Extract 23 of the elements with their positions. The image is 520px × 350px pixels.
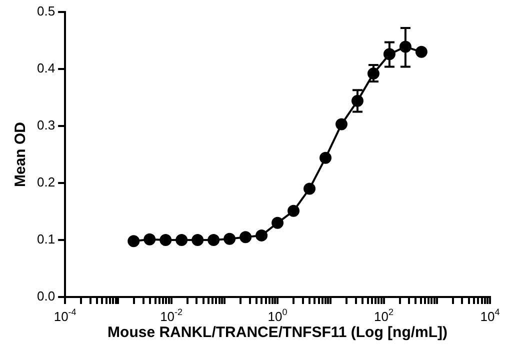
y-tick-label: 0.5 xyxy=(36,4,56,19)
y-tick-label: 0.3 xyxy=(36,118,56,133)
y-tick-label: 0.2 xyxy=(36,174,56,190)
point xyxy=(335,118,348,130)
point xyxy=(288,204,300,217)
point xyxy=(304,182,316,195)
point xyxy=(272,216,284,229)
point xyxy=(320,152,332,164)
point xyxy=(128,235,140,248)
point xyxy=(192,234,204,246)
y-axis-title: Mean OD xyxy=(12,122,30,188)
point xyxy=(240,231,252,244)
point xyxy=(208,234,220,246)
point xyxy=(144,233,156,246)
point xyxy=(176,234,188,246)
y-tick-label: 0.4 xyxy=(36,60,56,76)
point xyxy=(160,234,172,246)
y-tick-label: 0.0 xyxy=(36,288,56,304)
x-axis-title: Mouse RANKL/TRANCE/TNFSF11 (Log [ng/mL]) xyxy=(108,324,448,342)
point xyxy=(415,46,428,58)
point xyxy=(224,232,236,245)
point xyxy=(256,229,268,242)
y-tick-label: 0.1 xyxy=(36,232,56,247)
